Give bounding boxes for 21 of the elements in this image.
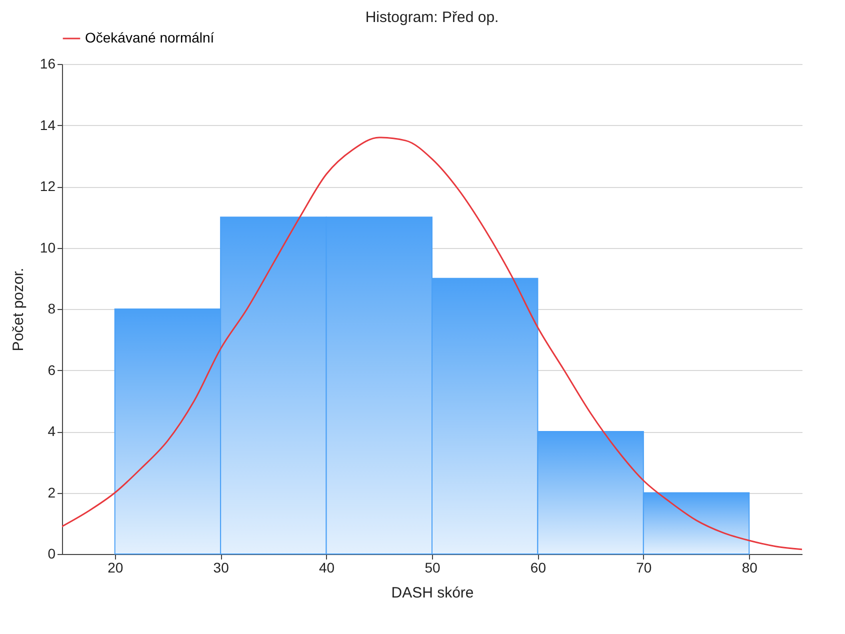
x-tick-label: 40: [318, 560, 335, 576]
y-tick-label: 16: [40, 56, 56, 72]
x-tick-label: 20: [108, 560, 124, 576]
x-tick-label: 80: [742, 560, 758, 576]
y-tick-label: 6: [48, 362, 56, 378]
y-axis-title: Počet pozor.: [10, 268, 27, 352]
x-tick-label: 30: [213, 560, 230, 576]
x-tick-label: 70: [636, 560, 652, 576]
legend-label: Očekávané normální: [85, 30, 214, 46]
x-tick-label: 50: [424, 560, 440, 576]
y-tick-label: 4: [48, 423, 56, 439]
x-tick-label: 60: [530, 560, 546, 576]
x-axis-title: DASH skóre: [391, 584, 474, 602]
y-tick-label: 2: [48, 484, 56, 500]
y-tick-label: 10: [40, 239, 56, 256]
y-tick-label: 14: [40, 116, 56, 133]
y-tick-label: 12: [40, 178, 56, 194]
y-tick-label: 0: [48, 546, 56, 562]
chart-title: Histogram: Před op.: [365, 9, 499, 26]
y-tick-label: 8: [48, 300, 56, 316]
line-series: [62, 136, 802, 550]
